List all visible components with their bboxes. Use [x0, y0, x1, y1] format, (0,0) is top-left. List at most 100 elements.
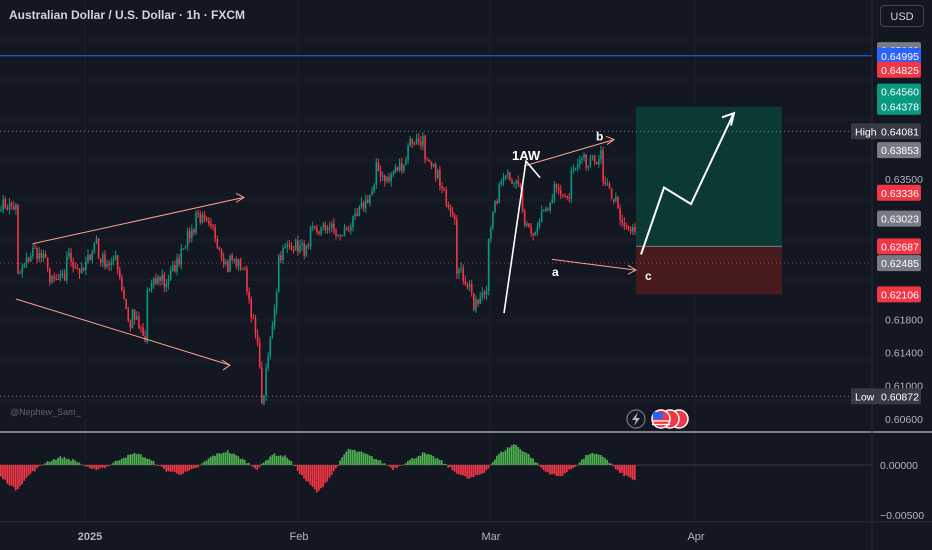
- candle-body: [212, 225, 214, 228]
- candle-body: [152, 278, 155, 284]
- candle-body: [280, 255, 282, 261]
- candle-body: [498, 184, 501, 204]
- candle-body: [481, 292, 484, 298]
- oscillator-bar: [209, 456, 212, 465]
- oscillator-bar: [519, 449, 522, 465]
- candle-body: [303, 243, 306, 256]
- candle-body: [102, 254, 104, 263]
- oscillator-bar: [313, 465, 316, 490]
- oscillator-bar: [23, 465, 26, 481]
- oscillator-bar: [568, 465, 570, 470]
- oscillator-bar: [366, 454, 369, 465]
- oscillator-bar: [72, 459, 74, 465]
- oscillator-bar: [341, 457, 344, 465]
- oscillator-bar: [500, 451, 503, 465]
- oscillator-bar: [481, 465, 483, 474]
- oscillator-bar: [159, 465, 161, 466]
- oscillator-bar: [394, 465, 397, 468]
- candle-body: [441, 186, 443, 189]
- oscillator-bar: [65, 459, 68, 465]
- candle-body: [396, 167, 399, 171]
- candle-body: [27, 257, 30, 262]
- oscillator-tick-label: −0.00500: [880, 510, 924, 522]
- oscillator-bar: [362, 452, 365, 465]
- candle-body: [140, 327, 142, 329]
- candle-body: [125, 299, 127, 309]
- oscillator-bar: [570, 465, 572, 470]
- oscillator-bar: [165, 465, 168, 472]
- oscillator-bar: [574, 465, 577, 467]
- wave-label-a: a: [552, 265, 559, 279]
- oscillator-bar: [337, 465, 339, 467]
- candle-body: [519, 183, 522, 188]
- oscillator-bar: [604, 458, 606, 465]
- candle-body: [496, 200, 498, 204]
- oscillator-bar: [525, 453, 528, 465]
- oscillator-bar: [57, 457, 59, 465]
- candle-body: [453, 215, 456, 220]
- oscillator-bar: [46, 461, 49, 465]
- candle-body: [191, 229, 193, 239]
- candle-body: [25, 257, 28, 264]
- oscillator-bar: [169, 465, 172, 472]
- oscillator-bar: [135, 454, 138, 465]
- candle-body: [142, 327, 144, 337]
- candle-body: [426, 159, 428, 161]
- oscillator-bar: [279, 455, 282, 465]
- candle-body: [216, 238, 219, 248]
- candle-body: [475, 299, 477, 310]
- candle-body: [464, 280, 467, 285]
- price-badge-value: 0.62687: [881, 241, 919, 253]
- oscillator-bar: [625, 465, 628, 476]
- oscillator-bar: [599, 455, 602, 465]
- candle-body: [570, 170, 573, 199]
- oscillator-bar: [10, 465, 13, 486]
- oscillator-bar: [146, 458, 148, 465]
- oscillator-bar: [67, 458, 70, 465]
- oscillator-bar: [218, 453, 221, 465]
- oscillator-bar: [281, 456, 284, 465]
- candle-body: [405, 159, 407, 165]
- candle-body: [314, 226, 316, 229]
- candle-body: [492, 211, 494, 228]
- candle-body: [271, 325, 274, 338]
- stop-zone: [636, 246, 782, 295]
- candle-body: [104, 254, 106, 267]
- candle-body: [621, 219, 624, 223]
- candle-body: [275, 292, 278, 310]
- oscillator-bar: [265, 460, 267, 465]
- candle-body: [72, 262, 74, 268]
- oscillator-bar: [633, 465, 636, 481]
- candle-body: [413, 144, 416, 146]
- candle-body: [347, 229, 350, 231]
- oscillator-bar: [78, 462, 81, 465]
- candle-body: [424, 136, 426, 160]
- lightning-icon[interactable]: [626, 409, 646, 429]
- currency-button[interactable]: USD: [880, 5, 924, 27]
- oscillator-bar: [566, 465, 568, 473]
- us-flag-icon[interactable]: [651, 409, 689, 429]
- oscillator-bar: [192, 465, 195, 469]
- candle-body: [619, 208, 621, 220]
- oscillator-bar: [2, 465, 4, 480]
- oscillator-bar: [629, 465, 632, 478]
- candle-body: [392, 172, 395, 175]
- candle-body: [244, 268, 246, 270]
- candle-body: [23, 263, 26, 268]
- candle-body: [581, 158, 583, 160]
- oscillator-bar: [561, 465, 564, 476]
- oscillator-bar: [61, 458, 64, 465]
- oscillator-histogram: [0, 444, 636, 493]
- oscillator-bar: [120, 458, 123, 465]
- candle-body: [116, 255, 119, 271]
- oscillator-bar: [228, 453, 231, 465]
- candle-body: [44, 253, 47, 258]
- oscillator-bar: [214, 455, 216, 465]
- oscillator-bar: [114, 460, 117, 465]
- oscillator-bar: [402, 464, 405, 466]
- candle-body: [82, 267, 85, 270]
- candle-body: [171, 265, 174, 271]
- oscillator-bar: [231, 453, 233, 465]
- oscillator-bar: [472, 465, 475, 478]
- candle-body: [53, 276, 55, 279]
